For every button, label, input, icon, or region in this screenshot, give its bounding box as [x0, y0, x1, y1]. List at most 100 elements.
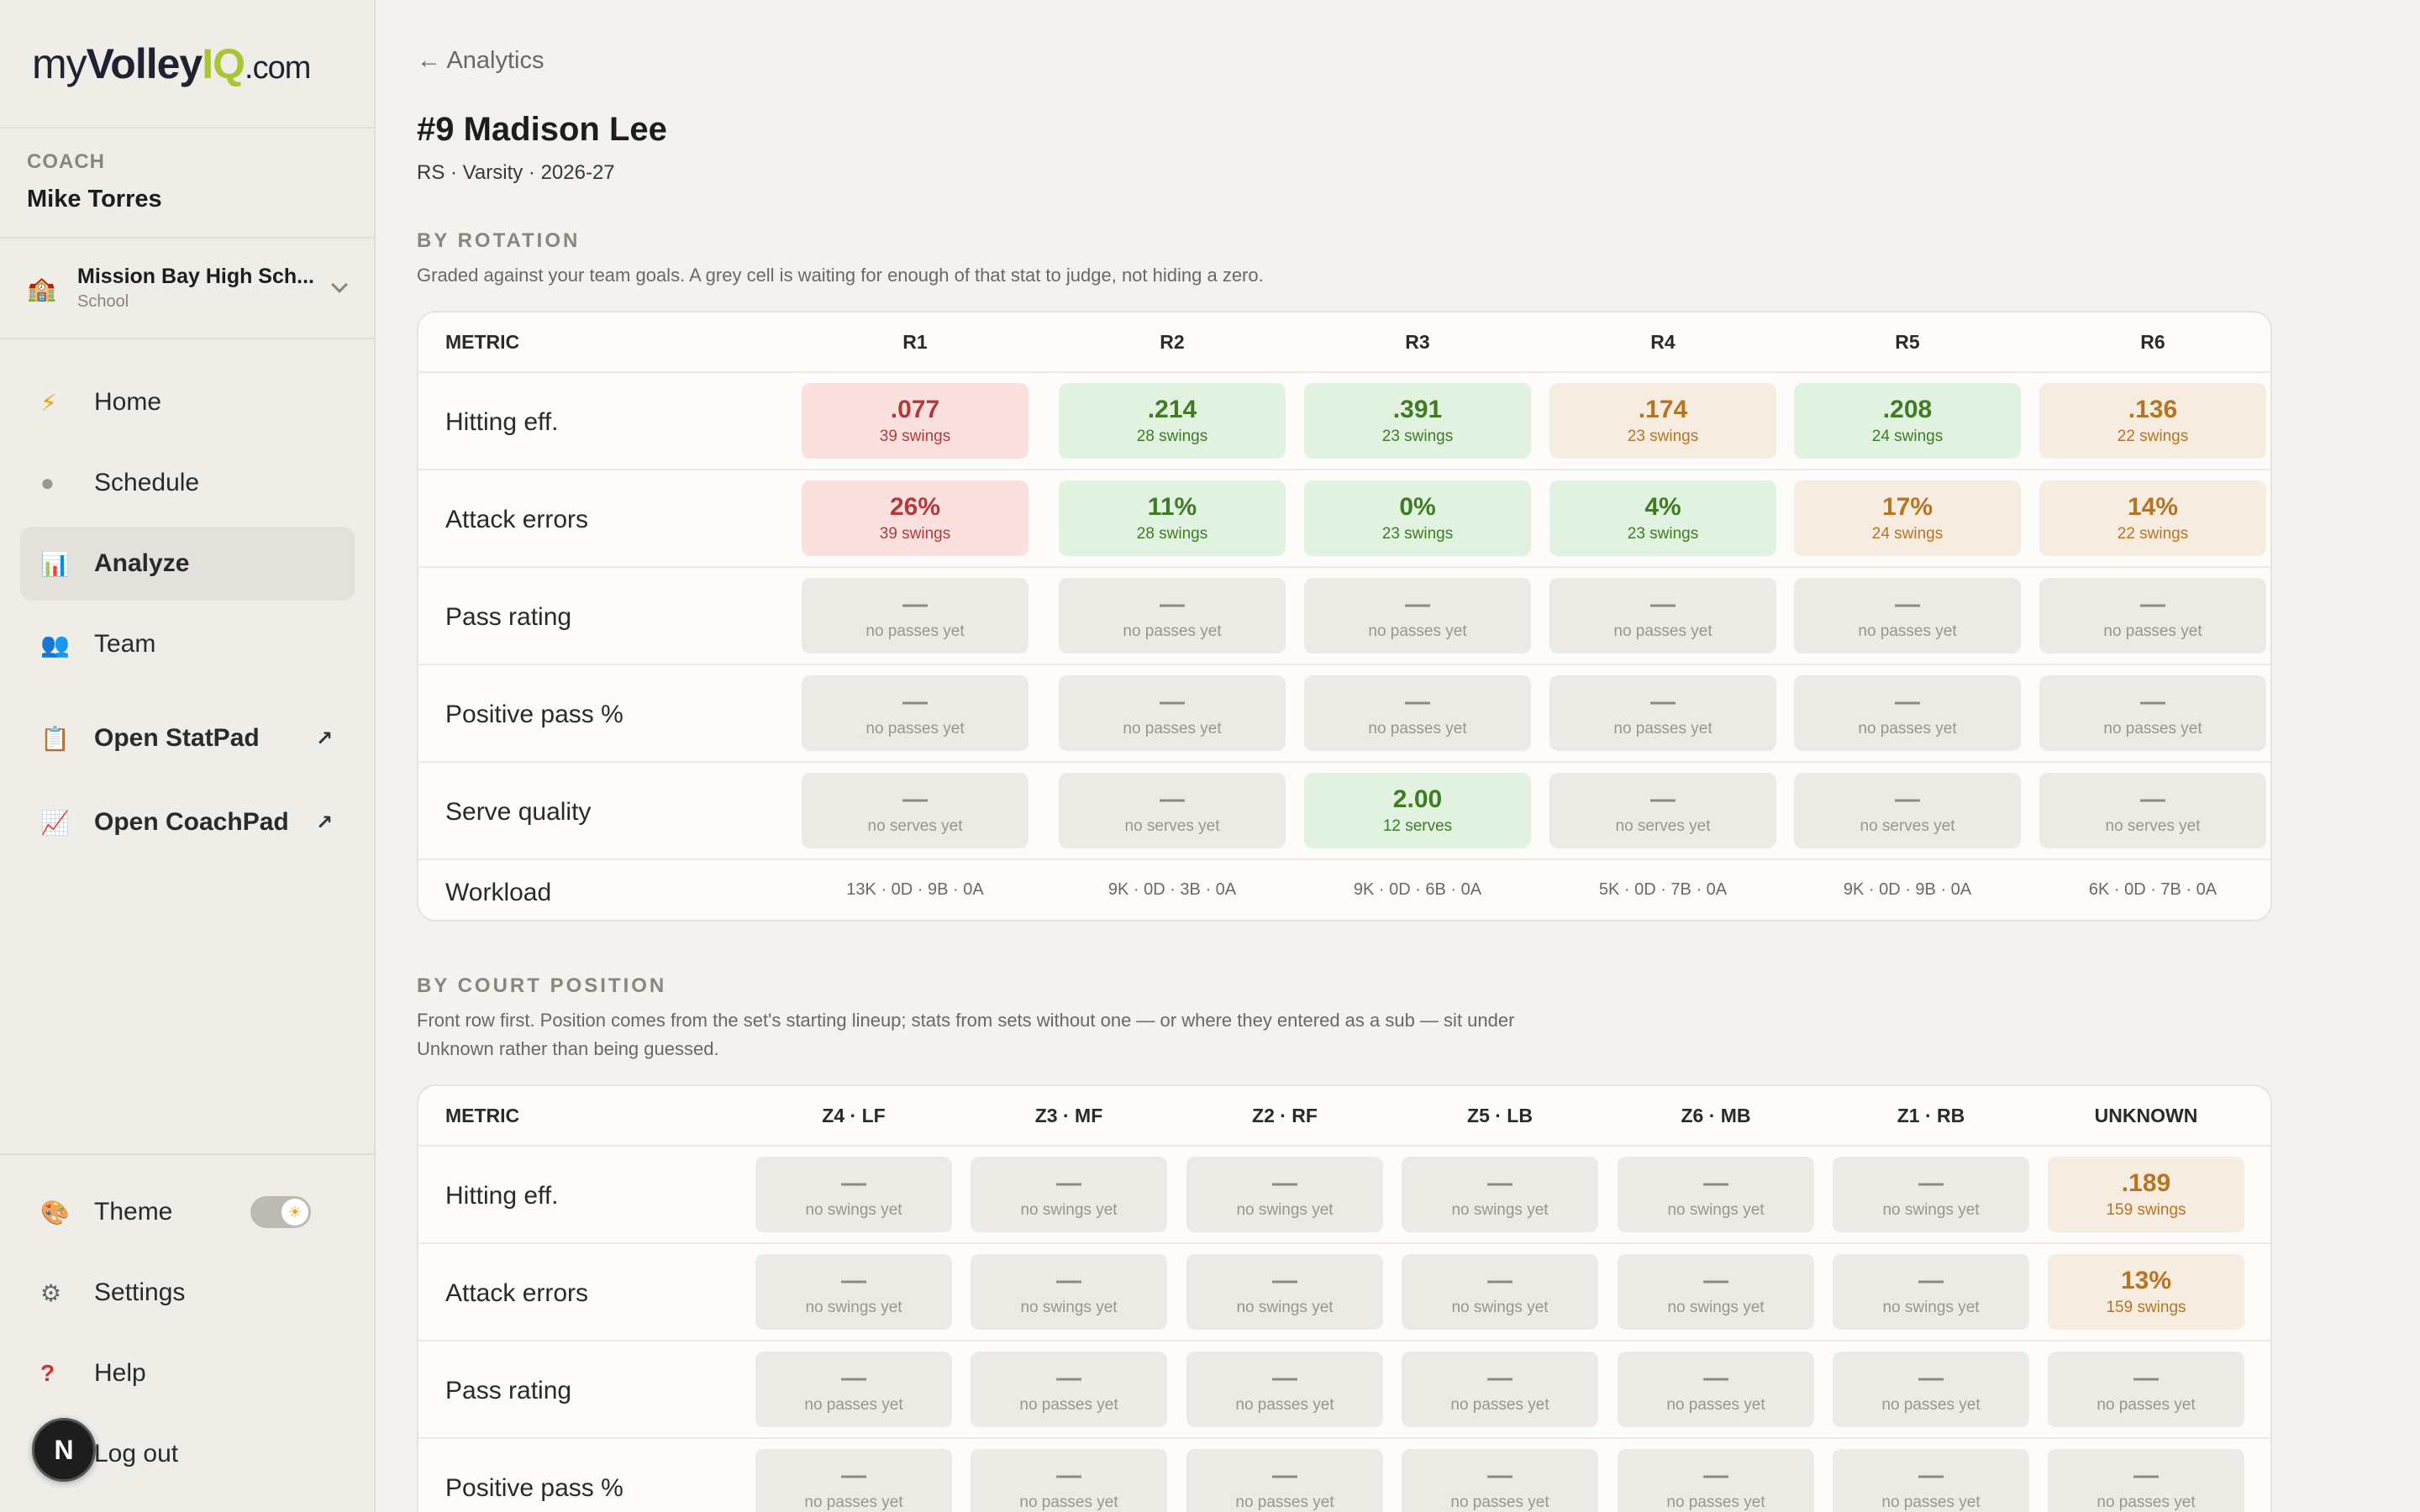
stat-sample: 22 swings — [2117, 428, 2189, 445]
stat-cell[interactable]: — no swings yet — [1833, 1254, 2029, 1330]
stat-cell[interactable]: — no swings yet — [971, 1254, 1167, 1330]
stat-cell[interactable]: — no passes yet — [1618, 1352, 1814, 1427]
stat-sample: 12 serves — [1382, 817, 1453, 835]
stat-cell[interactable]: .208 24 swings — [1794, 383, 2021, 459]
gear-icon: ⚙ — [40, 1279, 62, 1306]
stat-value: — — [2140, 785, 2165, 813]
stat-cell[interactable]: — no swings yet — [1618, 1157, 1814, 1232]
school-switcher[interactable]: 🏫 Mission Bay High Sch... School — [0, 239, 374, 339]
stat-cell[interactable]: .174 23 swings — [1549, 383, 1776, 459]
stat-cell[interactable]: 0% 23 swings — [1304, 480, 1531, 556]
row-label: Pass rating — [445, 603, 572, 631]
stat-cell[interactable]: — no swings yet — [1618, 1254, 1814, 1330]
stat-sample: no swings yet — [805, 1299, 902, 1316]
stat-cell[interactable]: — no passes yet — [1794, 675, 2021, 751]
stat-cell[interactable]: — no serves yet — [802, 773, 1028, 848]
column-header: R5 — [1895, 330, 1920, 353]
nav-team[interactable]: 👥 Team — [20, 607, 355, 681]
nav-settings[interactable]: ⚙ Settings — [20, 1256, 355, 1330]
metric-header: METRIC — [445, 1104, 520, 1126]
stat-cell[interactable]: — no passes yet — [1833, 1352, 2029, 1427]
stat-cell[interactable]: — no passes yet — [802, 578, 1028, 654]
stat-cell[interactable]: — no passes yet — [755, 1352, 952, 1427]
stat-cell[interactable]: — no swings yet — [971, 1157, 1167, 1232]
nav-analyze[interactable]: 📊 Analyze — [20, 527, 355, 601]
stat-cell[interactable]: — no passes yet — [2048, 1352, 2244, 1427]
stat-cell[interactable]: — no passes yet — [1304, 578, 1531, 654]
stat-value: — — [1272, 1267, 1297, 1294]
stat-cell[interactable]: 14% 22 swings — [2039, 480, 2266, 556]
stat-cell[interactable]: — no passes yet — [1186, 1352, 1383, 1427]
stat-sample: no passes yet — [804, 1396, 903, 1414]
stat-cell[interactable]: .136 22 swings — [2039, 383, 2266, 459]
stat-value: — — [902, 785, 928, 813]
school-building-icon: 🏫 — [27, 275, 56, 302]
external-link-icon: ↗ — [315, 727, 333, 750]
stat-cell[interactable]: 17% 24 swings — [1794, 480, 2021, 556]
user-avatar[interactable]: N — [32, 1418, 96, 1482]
stat-cell[interactable]: 4% 23 swings — [1549, 480, 1776, 556]
stat-cell[interactable]: — no passes yet — [971, 1449, 1167, 1512]
nav-open-coachpad[interactable]: 📈 Open CoachPad ↗ — [20, 785, 355, 859]
stat-cell[interactable]: — no serves yet — [2039, 773, 2266, 848]
stat-cell[interactable]: — no serves yet — [1549, 773, 1776, 848]
stat-cell[interactable]: — no swings yet — [755, 1157, 952, 1232]
stat-cell[interactable]: — no swings yet — [1186, 1254, 1383, 1330]
stat-cell[interactable]: — no passes yet — [1402, 1449, 1598, 1512]
court-section-description: Front row first. Position comes from the… — [417, 1010, 1515, 1059]
stat-value: 26% — [889, 493, 941, 521]
nav-help[interactable]: ? Help — [20, 1336, 355, 1410]
stat-cell[interactable]: — no passes yet — [1549, 675, 1776, 751]
stat-cell[interactable]: — no swings yet — [1402, 1157, 1598, 1232]
stat-cell[interactable]: .189 159 swings — [2048, 1157, 2244, 1232]
theme-toggle[interactable]: ☀ — [250, 1196, 311, 1228]
stat-sample: 24 swings — [1871, 428, 1944, 445]
stat-cell[interactable]: — no passes yet — [1402, 1352, 1598, 1427]
stat-cell[interactable]: — no passes yet — [1618, 1449, 1814, 1512]
stat-cell[interactable]: .391 23 swings — [1304, 383, 1531, 459]
sidebar-divider — [0, 1153, 374, 1155]
nav-statpad-label: Open StatPad — [94, 724, 260, 752]
nav-open-statpad[interactable]: 📋 Open StatPad ↗ — [20, 701, 355, 775]
stat-cell[interactable]: .077 39 swings — [802, 383, 1028, 459]
stat-cell[interactable]: — no passes yet — [1549, 578, 1776, 654]
back-to-analytics-link[interactable]: ← Analytics — [417, 47, 544, 74]
nav-home[interactable]: ⚡ Home — [20, 365, 355, 439]
nav-logout-label: Log out — [94, 1440, 179, 1467]
stat-cell[interactable]: — no passes yet — [1833, 1449, 2029, 1512]
nav-logout[interactable]: Log out — [20, 1417, 355, 1491]
stat-value: — — [841, 1364, 866, 1392]
stat-cell[interactable]: — no passes yet — [2039, 578, 2266, 654]
stat-cell[interactable]: — no passes yet — [1059, 578, 1286, 654]
stat-cell[interactable]: — no swings yet — [755, 1254, 952, 1330]
stat-cell[interactable]: — no passes yet — [755, 1449, 952, 1512]
stat-cell[interactable]: 13% 159 swings — [2048, 1254, 2244, 1330]
stat-cell[interactable]: .214 28 swings — [1059, 383, 1286, 459]
stat-cell[interactable]: 2.00 12 serves — [1304, 773, 1531, 848]
nav-schedule[interactable]: ● Schedule — [20, 446, 355, 520]
stat-cell[interactable]: — no passes yet — [1186, 1449, 1383, 1512]
stat-value: .214 — [1147, 396, 1197, 423]
stat-sample: 23 swings — [1627, 525, 1699, 543]
stat-sample: no swings yet — [1882, 1201, 1980, 1219]
stat-cell[interactable]: 26% 39 swings — [802, 480, 1028, 556]
stat-cell[interactable]: — no swings yet — [1186, 1157, 1383, 1232]
stat-sample: no passes yet — [804, 1494, 903, 1511]
stat-cell[interactable]: — no serves yet — [1794, 773, 2021, 848]
rotation-section-title: BY ROTATION — [417, 229, 581, 252]
stat-cell[interactable]: — no serves yet — [1059, 773, 1286, 848]
stat-cell[interactable]: — no swings yet — [1402, 1254, 1598, 1330]
stat-cell[interactable]: — no passes yet — [2048, 1449, 2244, 1512]
brand-logo[interactable]: myVolleyIQ.com — [0, 0, 374, 129]
stat-cell[interactable]: 11% 28 swings — [1059, 480, 1286, 556]
stat-cell[interactable]: — no passes yet — [1304, 675, 1531, 751]
stat-cell[interactable]: — no passes yet — [2039, 675, 2266, 751]
stat-value: — — [1703, 1267, 1728, 1294]
stat-cell[interactable]: — no passes yet — [1059, 675, 1286, 751]
stat-sample: no serves yet — [1124, 817, 1220, 835]
stat-value: 13% — [2120, 1267, 2172, 1294]
stat-cell[interactable]: — no swings yet — [1833, 1157, 2029, 1232]
stat-cell[interactable]: — no passes yet — [802, 675, 1028, 751]
stat-cell[interactable]: — no passes yet — [1794, 578, 2021, 654]
stat-cell[interactable]: — no passes yet — [971, 1352, 1167, 1427]
